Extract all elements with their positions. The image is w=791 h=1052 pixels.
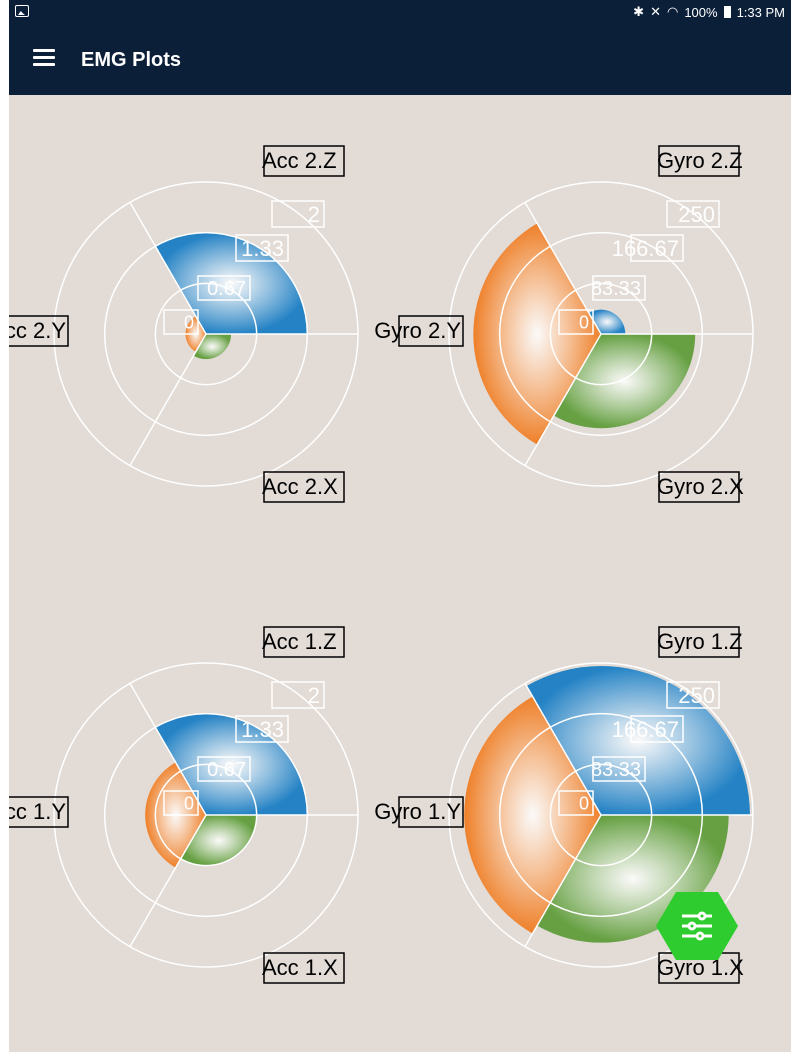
- grid-spoke-3: [129, 201, 207, 335]
- axis-label-text: Acc 1.Y: [9, 799, 66, 824]
- settings-fab[interactable]: [656, 890, 738, 962]
- status-bar: ✱ ✕ ◠ 100% 1:33 PM: [9, 0, 791, 25]
- ring-label-3: 166.67: [612, 234, 684, 262]
- ring-label-text: 83.33: [591, 278, 641, 300]
- ring-label-1: 0: [163, 790, 199, 816]
- ring-label-text: 2: [308, 202, 320, 227]
- ring-label-text: 0: [579, 312, 589, 332]
- axis-label-text: Gyro 1.Y: [374, 799, 461, 824]
- ring-label-3: 166.67: [612, 715, 684, 743]
- status-right: ✱ ✕ ◠ 100% 1:33 PM: [633, 4, 785, 20]
- ring-label-2: 0.67: [197, 756, 251, 782]
- ring-label-text: 250: [678, 683, 715, 708]
- polar-chart-2: 083.33 166.67 250 Gyro 2.Z Gyro 2.Y Gyro 2.X: [374, 145, 754, 503]
- ring-label-text: 1.33: [241, 717, 284, 742]
- ring-label-text: 0: [184, 793, 194, 813]
- ring-label-4: 2: [271, 200, 325, 228]
- axis-label-2: Acc 2.Y: [9, 315, 69, 347]
- axis-label-1: Acc 2.Z: [262, 145, 345, 177]
- app-bar: EMG Plots: [9, 25, 791, 95]
- axis-label-2: Gyro 2.Y: [374, 315, 464, 347]
- ring-label-4: 250: [666, 200, 720, 228]
- ring-label-text: 166.67: [612, 717, 679, 742]
- ring-label-text: 1.33: [241, 236, 284, 261]
- ring-label-1: 0: [163, 309, 199, 335]
- ring-label-text: 0.67: [207, 759, 246, 781]
- app-screen: ✱ ✕ ◠ 100% 1:33 PM EMG Plots 0 0.6: [9, 0, 791, 1052]
- axis-label-text: Gyro 2.Y: [374, 318, 461, 343]
- grid-spoke-2: [129, 333, 207, 467]
- axis-label-3: Acc 1.X: [262, 952, 345, 984]
- axis-label-text: Gyro 2.X: [657, 474, 744, 499]
- sector-gyro-2-y: [473, 223, 601, 445]
- battery-icon: [723, 6, 731, 18]
- axis-label-1: Acc 1.Z: [262, 626, 345, 658]
- axis-label-text: Acc 1.X: [262, 955, 338, 980]
- sliders-icon: [682, 911, 712, 941]
- grid-spoke-3: [524, 201, 602, 335]
- ring-label-text: 83.33: [591, 759, 641, 781]
- menu-icon[interactable]: [33, 49, 55, 69]
- axis-label-text: Acc 2.Z: [262, 148, 337, 173]
- clock: 1:33 PM: [736, 4, 785, 20]
- wifi-icon: ◠: [666, 4, 679, 19]
- mute-icon: ✕: [650, 4, 661, 19]
- ring-label-text: 166.67: [612, 236, 679, 261]
- axis-label-2: Acc 1.Y: [9, 796, 69, 828]
- axis-label-3: Gyro 2.X: [657, 471, 744, 503]
- polar-chart-3: 0 0.67 1.33 2 Acc 1.Z Acc 1.Y Acc 1.X: [9, 626, 359, 984]
- axis-label-text: Gyro 2.Z: [657, 148, 743, 173]
- sector-acc-1-x: [180, 815, 257, 866]
- grid-spoke-3: [129, 682, 207, 816]
- sector-gyro-2-x: [553, 334, 696, 429]
- ring-label-1: 0: [558, 790, 594, 816]
- bluetooth-icon: ✱: [633, 4, 645, 19]
- axis-label-1: Gyro 2.Z: [657, 145, 743, 177]
- ring-label-2: 0.67: [197, 275, 251, 301]
- axis-label-2: Gyro 1.Y: [374, 796, 464, 828]
- ring-label-2: 83.33: [591, 756, 646, 782]
- ring-label-2: 83.33: [591, 275, 646, 301]
- axis-label-text: Gyro 1.Z: [657, 629, 743, 654]
- ring-label-text: 0.67: [207, 278, 246, 300]
- axis-label-1: Gyro 1.Z: [657, 626, 743, 658]
- polar-chart-1: 0 0.67 1.33 2 Acc 2.Z Acc 2.Y Acc 2.X: [9, 145, 359, 503]
- ring-label-1: 0: [558, 309, 594, 335]
- gallery-icon: [15, 5, 29, 17]
- sector-acc-1-z: [155, 713, 308, 815]
- axis-label-text: Acc 1.Z: [262, 629, 337, 654]
- sector-gyro-1-z: [526, 666, 750, 815]
- ring-label-3: 1.33: [235, 234, 289, 262]
- ring-label-text: 2: [308, 683, 320, 708]
- axis-label-text: Acc 2.X: [262, 474, 338, 499]
- grid-spoke-3: [524, 682, 602, 816]
- grid-spoke-2: [524, 333, 602, 467]
- axis-label-text: Acc 2.Y: [9, 318, 66, 343]
- sector-acc-2-z: [155, 232, 308, 334]
- ring-label-text: 0: [184, 312, 194, 332]
- ring-label-4: 250: [666, 681, 720, 709]
- ring-label-text: 0: [579, 793, 589, 813]
- ring-label-text: 250: [678, 202, 715, 227]
- axis-label-3: Acc 2.X: [262, 471, 345, 503]
- page-title: EMG Plots: [81, 49, 182, 71]
- battery-percent: 100%: [684, 4, 718, 20]
- ring-label-4: 2: [271, 681, 325, 709]
- grid-spoke-2: [129, 814, 207, 948]
- ring-label-3: 1.33: [235, 715, 289, 743]
- grid-spoke-2: [524, 814, 602, 948]
